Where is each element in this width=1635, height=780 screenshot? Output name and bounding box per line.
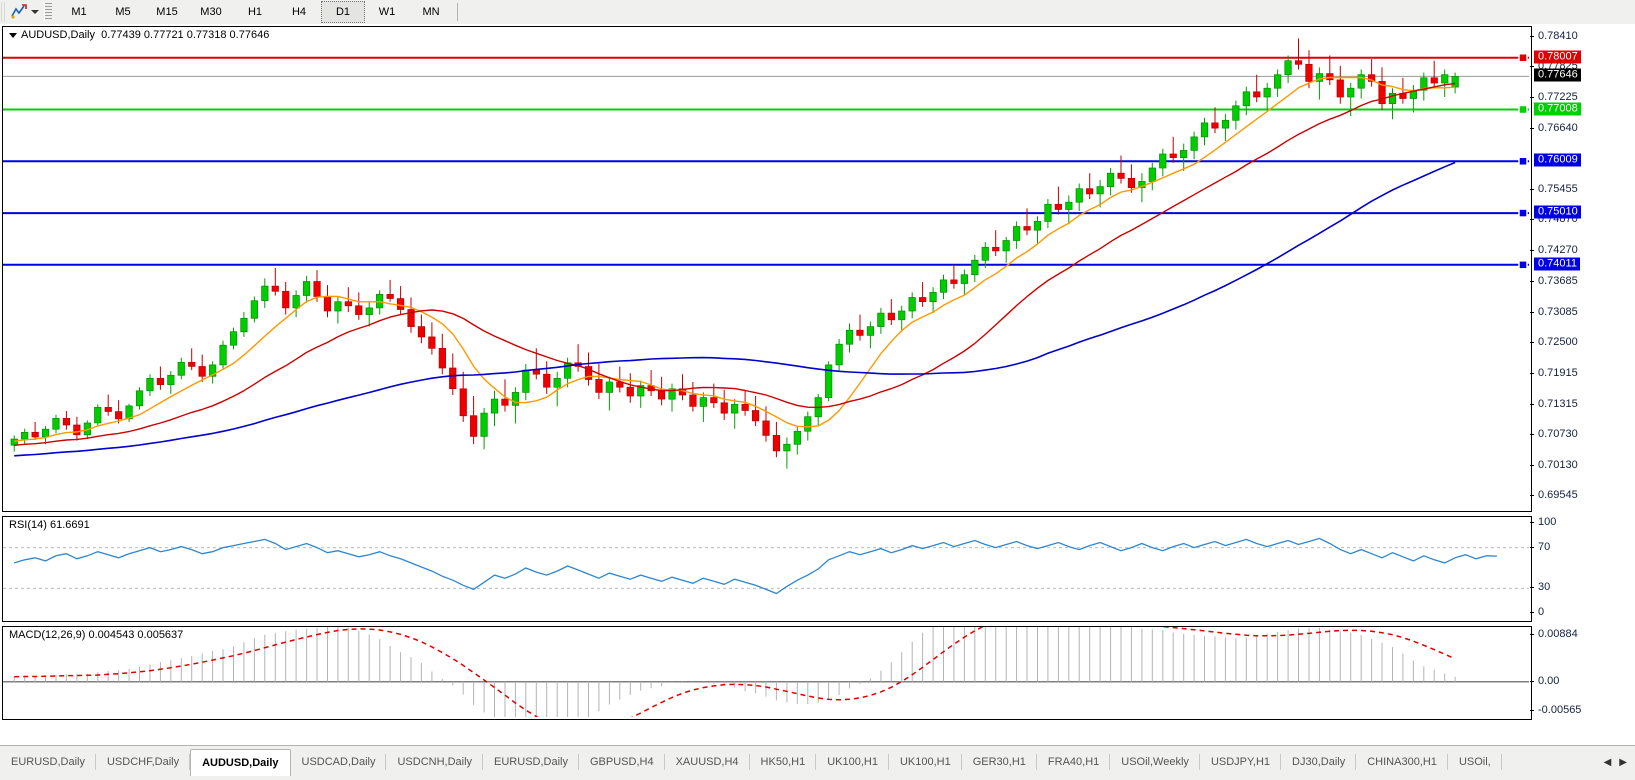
price-tag-blue[interactable]: 0.75010 — [1534, 205, 1581, 219]
indicators-icon[interactable] — [9, 2, 29, 22]
symbol-ohlc-label: AUDUSD,Daily 0.77439 0.77721 0.77318 0.7… — [7, 29, 272, 41]
chart-tab-dj30-daily[interactable]: DJ30,Daily — [1281, 751, 1357, 773]
rsi-tick: 100 — [1530, 516, 1556, 528]
price-tick: 0.77225 — [1530, 91, 1578, 103]
timeframe-mn[interactable]: MN — [422, 6, 440, 18]
timeframe-list: M1 M5 M15 M30 H1 H4 D1 W1 MN — [57, 1, 453, 23]
ohlc-values: 0.77439 0.77721 0.77318 0.77646 — [101, 29, 270, 41]
macd-pane[interactable]: MACD(12,26,9) 0.004543 0.005637 — [2, 626, 1532, 720]
timeframe-h1[interactable]: H1 — [247, 6, 263, 18]
timeframe-w1[interactable]: W1 — [378, 6, 396, 18]
price-tick: 0.76640 — [1530, 122, 1578, 134]
chart-tab-usoil-[interactable]: USOil, — [1448, 751, 1502, 773]
timeframe-h4[interactable]: H4 — [291, 6, 307, 18]
macd-tick: -0.00565 — [1530, 704, 1581, 716]
tab-scroll-right-icon[interactable]: ▶ — [1619, 756, 1627, 768]
macd-chart-svg — [3, 627, 1529, 717]
rsi-pane[interactable]: RSI(14) 61.6691 — [2, 516, 1532, 622]
chart-tab-eurusd-daily[interactable]: EURUSD,Daily — [0, 751, 96, 773]
price-tick: 0.70130 — [1530, 459, 1578, 471]
price-tick: 0.71915 — [1530, 367, 1578, 379]
rsi-tick: 0 — [1530, 606, 1544, 618]
macd-tick: 0.00 — [1530, 675, 1559, 687]
price-tick: 0.72500 — [1530, 336, 1578, 348]
price-tick: 0.75455 — [1530, 183, 1578, 195]
chart-tab-xauusd-h4[interactable]: XAUUSD,H4 — [665, 751, 750, 773]
chart-tab-hk50-h1[interactable]: HK50,H1 — [750, 751, 817, 773]
price-tag-red[interactable]: 0.78007 — [1534, 50, 1581, 64]
rsi-tick: 70 — [1530, 541, 1550, 553]
rsi-tick: 30 — [1530, 581, 1550, 593]
toolbar-drag-handle[interactable] — [1, 2, 7, 22]
chart-tab-bar[interactable]: EURUSD,Daily USDCHF,Daily AUDUSD,Daily USDC… — [0, 745, 1635, 780]
macd-label: MACD(12,26,9) 0.004543 0.005637 — [7, 629, 186, 641]
chart-tab-usdchf-daily[interactable]: USDCHF,Daily — [96, 751, 191, 773]
pane-collapse-icon[interactable] — [9, 32, 17, 38]
price-tag-blue[interactable]: 0.76009 — [1534, 153, 1581, 167]
chart-tab-fra40-h1[interactable]: FRA40,H1 — [1037, 751, 1111, 773]
symbol-title: AUDUSD,Daily — [21, 29, 95, 41]
timeframe-toolbar: M1 M5 M15 M30 H1 H4 D1 W1 MN — [0, 0, 1635, 25]
price-tick: 0.71315 — [1530, 398, 1578, 410]
price-tick: 0.74270 — [1530, 244, 1578, 256]
toolbar-divider — [457, 3, 458, 21]
toolbar-separator-grip — [44, 3, 52, 21]
timeframe-m1[interactable]: M1 — [71, 6, 87, 18]
chart-tab-usdjpy-h1[interactable]: USDJPY,H1 — [1200, 751, 1282, 773]
rsi-chart-svg — [3, 537, 1529, 595]
timeframe-m15[interactable]: M15 — [156, 6, 178, 18]
price-chart-svg — [3, 38, 1529, 469]
chart-tab-eurusd-daily[interactable]: EURUSD,Daily — [483, 751, 579, 773]
price-tick: 0.69545 — [1530, 489, 1578, 501]
price-scale[interactable]: 0.78410 0.77825 0.77225 0.76640 0.75455 0.748… — [1530, 26, 1635, 510]
price-tick: 0.73685 — [1530, 275, 1578, 287]
tab-scroll-controls[interactable]: ◀ ▶ — [1600, 751, 1635, 773]
price-tick: 0.73085 — [1530, 306, 1578, 318]
chart-tab-audusd-daily[interactable]: AUDUSD,Daily — [190, 749, 291, 776]
tab-scroll-left-icon[interactable]: ◀ — [1603, 756, 1612, 768]
timeframe-d1[interactable]: D1 — [321, 1, 365, 23]
price-tick: 0.78410 — [1530, 30, 1578, 42]
timeframe-m30[interactable]: M30 — [200, 6, 222, 18]
macd-scale[interactable]: 0.00884 0.00 -0.00565 — [1530, 626, 1635, 718]
chart-tab-china300-h1[interactable]: CHINA300,H1 — [1356, 751, 1448, 773]
price-tick: 0.70730 — [1530, 428, 1578, 440]
price-tag-black[interactable]: 0.77646 — [1534, 68, 1581, 82]
price-tag-blue[interactable]: 0.74011 — [1534, 257, 1580, 271]
chart-tab-usoil-weekly[interactable]: USOil,Weekly — [1110, 751, 1200, 773]
price-tag-green[interactable]: 0.77008 — [1534, 102, 1581, 115]
rsi-label: RSI(14) 61.6691 — [7, 519, 92, 531]
price-pane[interactable]: AUDUSD,Daily 0.77439 0.77721 0.77318 0.7… — [2, 26, 1532, 512]
tabbar-bottom-strip — [0, 777, 1635, 779]
indicators-dropdown-caret[interactable] — [29, 2, 41, 22]
chart-tab-ger30-h1[interactable]: GER30,H1 — [962, 751, 1038, 773]
rsi-scale[interactable]: 100 70 30 0 — [1530, 516, 1635, 620]
macd-tick: 0.00884 — [1530, 628, 1578, 640]
chart-tab-uk100-h1[interactable]: UK100,H1 — [889, 751, 962, 773]
chart-tab-uk100-h1[interactable]: UK100,H1 — [816, 751, 889, 773]
chart-tab-usdcad-daily[interactable]: USDCAD,Daily — [291, 751, 387, 773]
timeframe-m5[interactable]: M5 — [115, 6, 131, 18]
chart-canvas-area[interactable]: AUDUSD,Daily 0.77439 0.77721 0.77318 0.7… — [0, 24, 1635, 763]
chart-tab-usdcnh-daily[interactable]: USDCNH,Daily — [386, 751, 483, 773]
chart-tab-gbpusd-h4[interactable]: GBPUSD,H4 — [579, 751, 665, 773]
